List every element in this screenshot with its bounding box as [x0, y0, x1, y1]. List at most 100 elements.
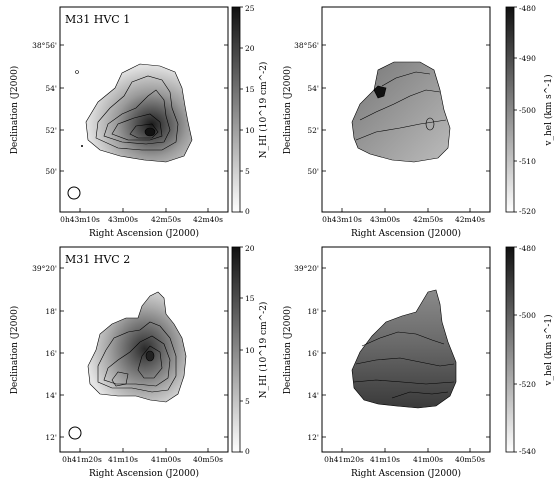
panel-hvc2-column-density: M31 HVC 2 39°20' 18' 16' 14' 12' 0h41m20… [9, 244, 269, 479]
x-tick-label: 41m00s [151, 455, 181, 464]
panel-hvc1-velocity: 38°56' 54' 52' 50' 0h43m10s 43m00s 42m50… [282, 4, 554, 239]
velocity-contour [425, 117, 435, 131]
colorbar-tick-label: 20 [245, 44, 255, 53]
colorbar-tick-label: 10 [245, 346, 255, 355]
colorbar: 25 20 15 10 5 0 N_HI (10^19 cm^-2) [231, 4, 269, 216]
colorbar-gradient [231, 6, 241, 213]
x-tick-label: 40m50s [455, 455, 485, 464]
colorbar-tick-label: 0 [245, 447, 250, 456]
contour [137, 345, 163, 379]
contour [111, 371, 129, 387]
colorbar-label: N_HI (10^19 cm^-2) [258, 62, 269, 159]
x-tick-label: 0h41m20s [324, 455, 364, 464]
x-axis-label: Right Ascension (J2000) [89, 228, 199, 239]
colorbar-tick-label: 5 [245, 167, 250, 176]
x-tick-marks [79, 208, 209, 212]
panel-title: M31 HVC 1 [65, 13, 130, 26]
x-tick-label: 43m00s [370, 215, 400, 224]
colorbar-label: v_hel (km s^-1) [543, 314, 554, 386]
peak-contour [145, 350, 155, 362]
beam-marker [67, 186, 81, 200]
x-tick-label: 41m10s [370, 455, 400, 464]
colorbar-tick-label: -500 [519, 311, 536, 320]
colorbar-tick-label: 15 [245, 85, 255, 94]
contour [111, 113, 163, 141]
colorbar: -480 -490 -500 -510 -520 v_hel (km s^-1) [505, 4, 554, 216]
panel-hvc2-velocity: 39°20' 18' 16' 14' 12' 0h41m20s 41m10s 4… [282, 244, 554, 479]
contour [103, 89, 171, 145]
x-tick-label: 40m50s [193, 455, 223, 464]
x-tick-label: 42m40s [455, 215, 485, 224]
contour [129, 123, 159, 139]
velocity-contour [391, 391, 449, 399]
x-tick-label: 43m00s [108, 215, 138, 224]
y-axis-label: Declination (J2000) [9, 66, 20, 155]
colorbar-tick-label: 10 [245, 126, 255, 135]
contour [97, 321, 177, 393]
y-tick-label: 54' [45, 84, 57, 93]
colorbar-tick-label: -520 [519, 207, 536, 216]
x-tick-label: 0h43m10s [60, 215, 100, 224]
panel-title: M31 HVC 2 [65, 253, 130, 266]
velocity-field [351, 289, 457, 409]
colorbar-label: N_HI (10^19 cm^-2) [258, 302, 269, 399]
x-tick-label: 41m00s [413, 455, 443, 464]
y-tick-label: 38°56' [294, 41, 319, 50]
colorbar-tick-label: -500 [519, 106, 536, 115]
colorbar-tick-label: 20 [245, 244, 255, 253]
colorbar-tick-label: 0 [245, 207, 250, 216]
x-tick-label: 41m10s [108, 455, 138, 464]
x-axis-label: Right Ascension (J2000) [89, 468, 199, 479]
y-tick-label: 39°20' [32, 264, 57, 273]
y-tick-label: 14' [307, 391, 319, 400]
velocity-field [351, 61, 451, 163]
y-tick-label: 14' [45, 391, 57, 400]
noise-dot [81, 145, 83, 147]
cloud-emission [87, 291, 187, 403]
x-axis-label: Right Ascension (J2000) [351, 468, 461, 479]
cloud-emission [85, 63, 193, 163]
velocity-contour [381, 71, 431, 87]
y-tick-label: 52' [45, 126, 57, 135]
x-axis-label: Right Ascension (J2000) [351, 228, 461, 239]
y-tick-label: 16' [45, 349, 57, 358]
y-tick-label: 12' [45, 433, 57, 442]
noise-dot [75, 70, 79, 74]
y-tick-label: 38°56' [32, 41, 57, 50]
colorbar-gradient [231, 246, 241, 453]
panel-hvc1-column-density: M31 HVC 1 38°56' 54' 52' 50' 0h43m10s [9, 4, 269, 239]
x-tick-label: 0h43m10s [322, 215, 362, 224]
velocity-contour [355, 119, 447, 141]
x-tick-label: 42m50s [151, 215, 181, 224]
y-tick-label: 12' [307, 433, 319, 442]
y-tick-label: 18' [45, 307, 57, 316]
colorbar-label: v_hel (km s^-1) [543, 74, 554, 146]
velocity-contour [361, 331, 445, 347]
y-tick-label: 52' [307, 126, 319, 135]
colorbar: 20 15 10 5 0 N_HI (10^19 cm^-2) [231, 244, 269, 456]
velocity-contour [355, 357, 455, 367]
y-tick-label: 16' [307, 349, 319, 358]
velocity-dark-patch [373, 85, 387, 99]
colorbar-tick-label: -520 [519, 380, 536, 389]
y-axis-label: Declination (J2000) [9, 306, 20, 395]
colorbar-tick-label: -480 [519, 4, 536, 13]
velocity-contour [353, 379, 455, 385]
colorbar-tick-label: 5 [245, 397, 250, 406]
y-axis-label: Declination (J2000) [282, 66, 293, 155]
beam-marker [68, 426, 82, 440]
colorbar-tick-label: -490 [519, 54, 536, 63]
contour [95, 75, 179, 151]
colorbar-tick-label: 25 [245, 4, 255, 13]
peak-contour [144, 127, 156, 137]
colorbar-tick-label: 15 [245, 294, 255, 303]
y-tick-label: 50' [307, 167, 319, 176]
colorbar-tick-label: -510 [519, 157, 536, 166]
y-tick-label: 50' [45, 167, 57, 176]
x-tick-label: 42m50s [413, 215, 443, 224]
y-tick-label: 54' [307, 84, 319, 93]
velocity-contour [359, 89, 441, 121]
colorbar: -480 -500 -520 -540 v_hel (km s^-1) [505, 244, 554, 456]
y-tick-marks [60, 44, 228, 172]
